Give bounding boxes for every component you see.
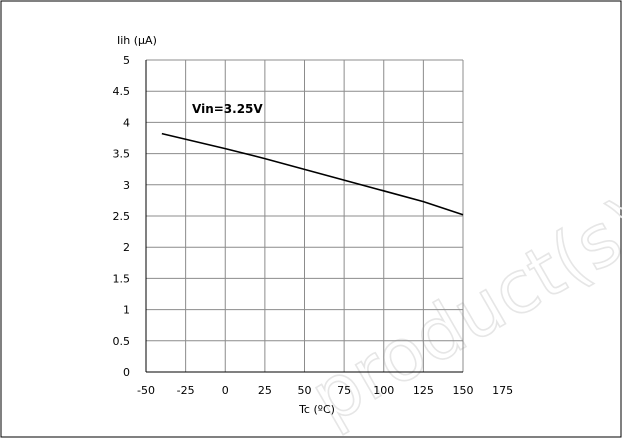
x-tick-label: -25 xyxy=(177,384,195,397)
x-tick-label: 100 xyxy=(373,384,394,397)
x-axis-title: Tc (ºC) xyxy=(298,403,335,416)
y-tick-label: 2 xyxy=(123,241,130,254)
y-tick-label: 3 xyxy=(123,179,130,192)
y-tick-label: 1.5 xyxy=(113,272,131,285)
x-tick-label: 125 xyxy=(413,384,434,397)
plot-area: -50 -25 0 25 50 75 100 125 150 175 0 0.5 1 1.5 2 2.5 3 3.… xyxy=(113,54,514,397)
y-tick-label: 3.5 xyxy=(113,148,131,161)
y-axis-title: Iih (µA) xyxy=(117,34,157,47)
condition-annotation: Vin=3.25V xyxy=(192,102,263,116)
series-line xyxy=(161,132,464,216)
x-tick-label: 50 xyxy=(298,384,312,397)
x-tick-label: 150 xyxy=(453,384,474,397)
y-tick-label: 4 xyxy=(123,116,130,129)
x-tick-label: 25 xyxy=(258,384,272,397)
y-tick-label: 0.5 xyxy=(113,335,131,348)
x-tick-label: 0 xyxy=(222,384,229,397)
x-tick-label: 175 xyxy=(492,384,513,397)
y-tick-label: 2.5 xyxy=(113,210,131,223)
y-tick-label: 5 xyxy=(123,54,130,67)
y-tick-label: 4.5 xyxy=(113,85,131,98)
y-tick-label: 1 xyxy=(123,304,130,317)
x-tick-label: 75 xyxy=(337,384,351,397)
y-tick-label: 0 xyxy=(123,366,130,379)
x-tick-label: -50 xyxy=(137,384,155,397)
